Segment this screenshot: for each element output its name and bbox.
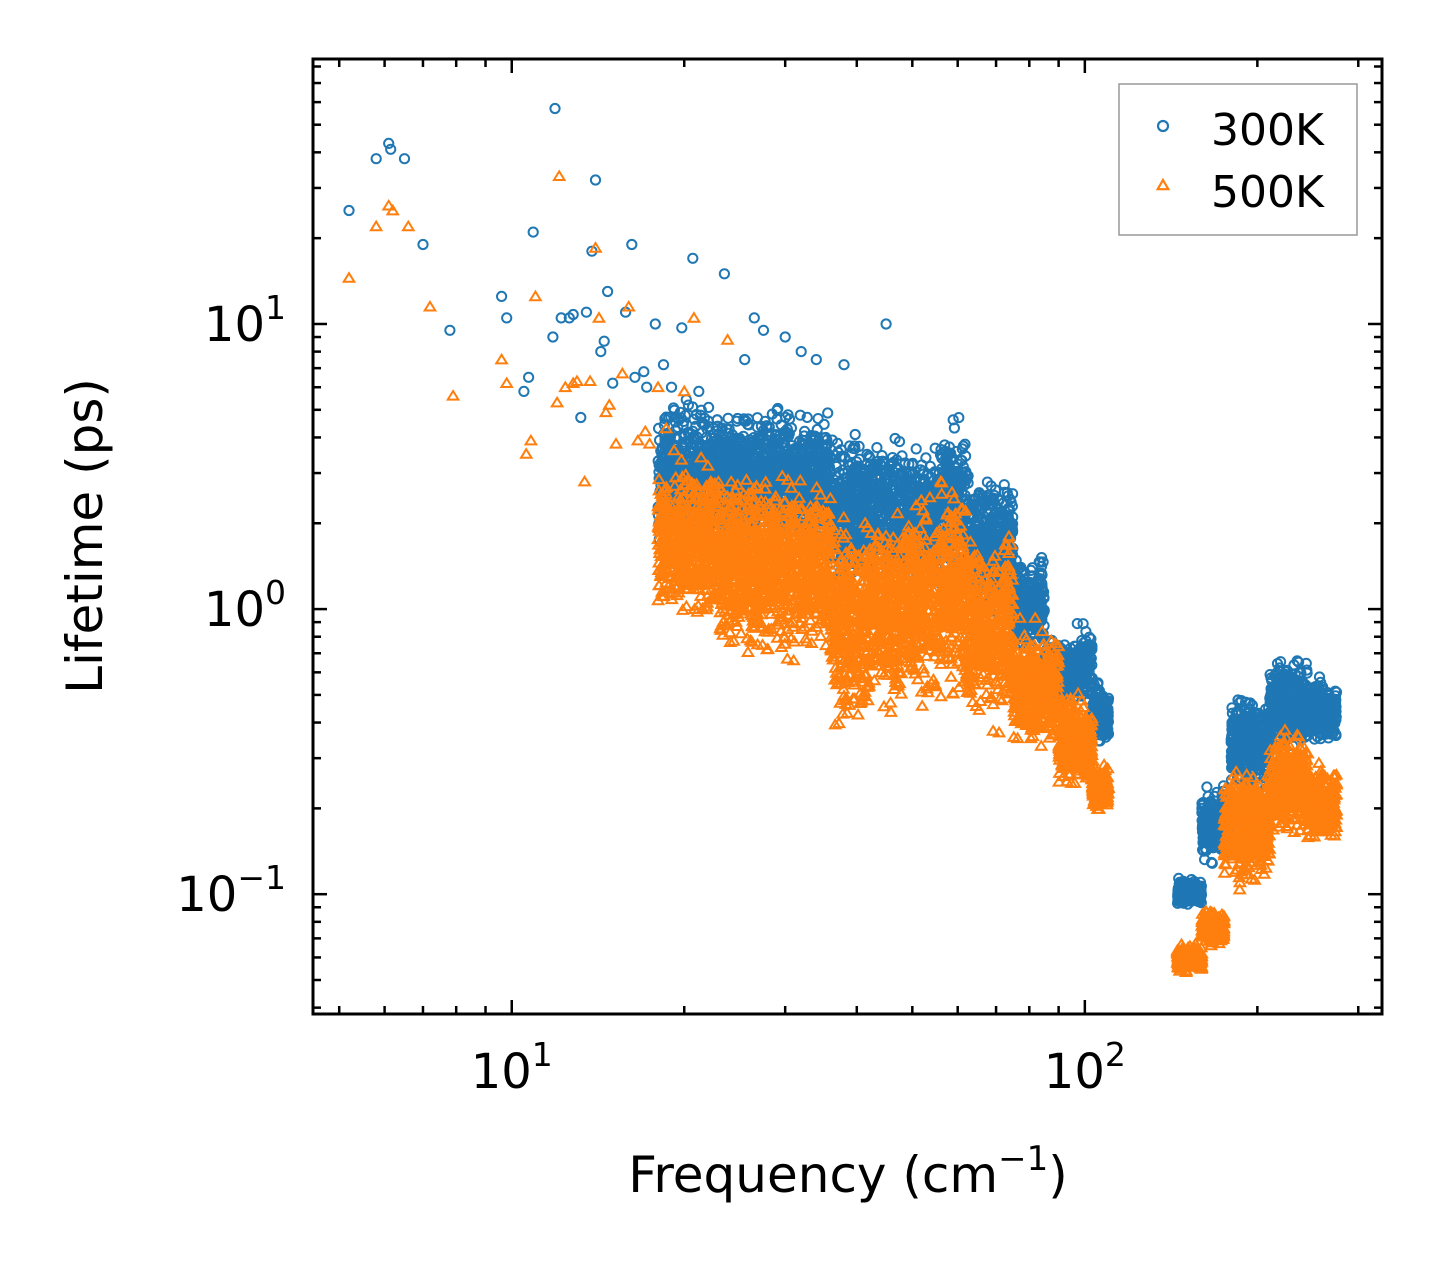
point-300k: [748, 432, 760, 444]
point-300k: [659, 413, 671, 425]
point-300k: [785, 422, 798, 434]
point-300k: [767, 447, 780, 459]
point-300k: [767, 466, 779, 478]
point-300k: [801, 411, 813, 423]
point-300k: [672, 421, 684, 433]
point-300k: [782, 409, 794, 421]
point-300k: [731, 450, 743, 462]
point-300k: [722, 455, 734, 467]
point-300k: [659, 444, 671, 456]
point-300k: [690, 439, 703, 451]
point-300k: [668, 404, 681, 416]
point-300k: [767, 441, 779, 453]
point-300k: [804, 471, 816, 483]
point-300k: [779, 425, 791, 437]
point-300k: [683, 428, 695, 440]
point-300k: [793, 489, 805, 501]
point-300k: [677, 419, 689, 431]
point-300k: [809, 456, 821, 468]
point-300k: [652, 455, 664, 467]
point-300k: [741, 459, 753, 471]
point-300k: [732, 412, 744, 425]
point-300k: [674, 406, 686, 418]
point-300k: [822, 407, 834, 419]
point-300k: [814, 455, 827, 467]
point-300k: [669, 467, 681, 479]
point-300k: [743, 419, 755, 431]
point-300k: [910, 443, 922, 455]
point-300k: [723, 423, 735, 435]
point-300k: [659, 433, 671, 445]
point-300k: [794, 409, 806, 421]
point-300k: [737, 430, 750, 442]
point-300k: [803, 466, 815, 479]
point-300k: [811, 423, 823, 436]
point-300k: [783, 459, 795, 471]
point-300k: [703, 401, 715, 413]
point-300k: [716, 422, 728, 434]
point-300k: [812, 413, 824, 425]
point-300k: [1201, 781, 1213, 793]
point-300k: [691, 434, 703, 446]
point-300k: [920, 452, 932, 464]
point-300k: [763, 430, 775, 442]
point-300k: [849, 428, 861, 441]
point-300k: [753, 454, 765, 466]
point-300k: [726, 442, 738, 454]
point-300k: [716, 436, 728, 448]
point-300k: [759, 415, 771, 427]
point-300k: [789, 452, 801, 464]
point-300k: [798, 430, 810, 442]
point-300k: [687, 401, 699, 413]
point-300k: [818, 418, 830, 430]
data-marks: [341, 102, 1344, 977]
point-300k: [953, 412, 965, 424]
point-300k: [871, 442, 883, 454]
point-300k: [766, 408, 778, 420]
point-300k: [823, 461, 836, 473]
point-300k: [777, 453, 789, 466]
point-300k: [694, 409, 707, 421]
point-300k: [711, 414, 723, 426]
